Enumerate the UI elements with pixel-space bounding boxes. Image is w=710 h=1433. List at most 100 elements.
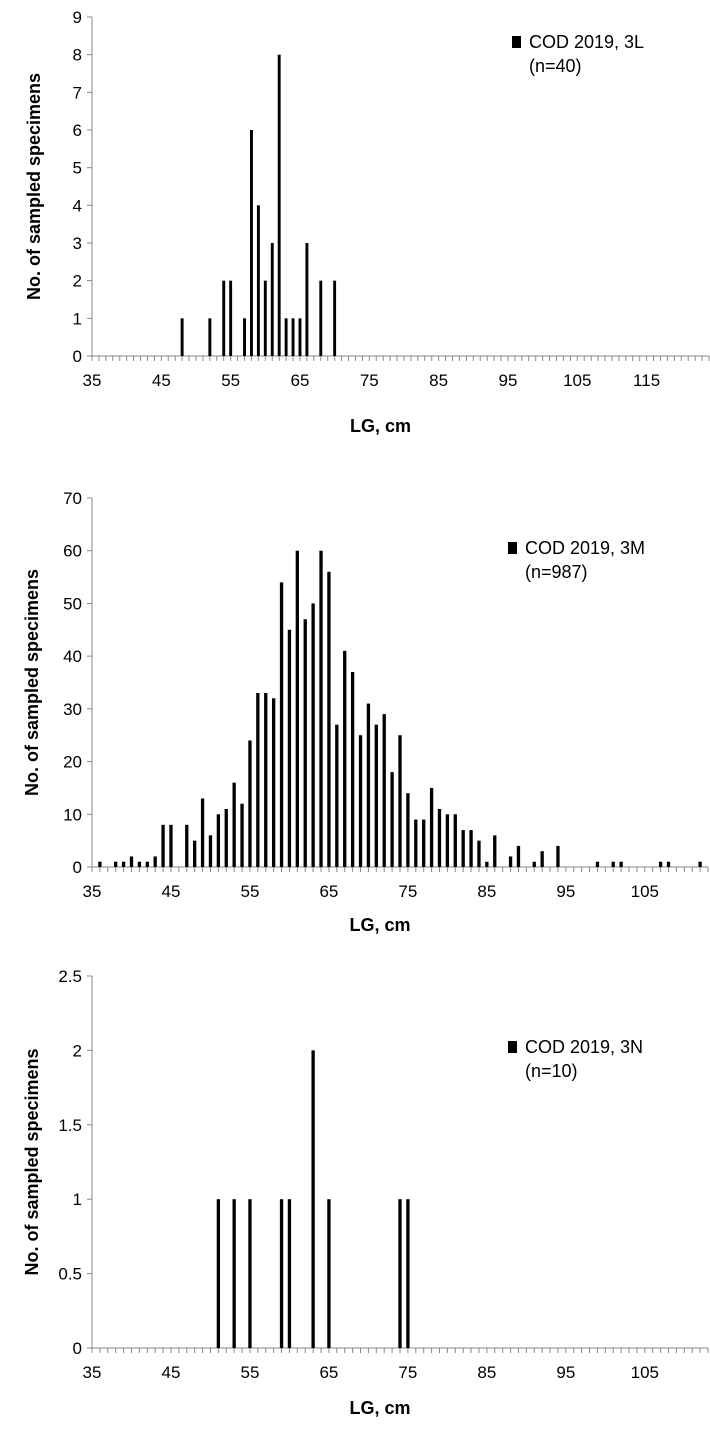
x-tick-label: 105 <box>631 1363 659 1382</box>
x-tick-label: 95 <box>498 371 517 390</box>
bar <box>279 1199 284 1348</box>
y-tick-label: 0 <box>73 347 82 366</box>
bar <box>208 318 212 356</box>
bar <box>153 856 157 867</box>
bar <box>240 803 244 867</box>
x-tick-label: 65 <box>319 1363 338 1382</box>
bar <box>422 819 426 867</box>
x-tick-label: 85 <box>477 1363 496 1382</box>
bar <box>333 280 337 356</box>
legend-label: COD 2019, 3L <box>529 32 644 52</box>
bar <box>185 824 189 867</box>
bar <box>311 1050 315 1348</box>
bar <box>493 835 497 867</box>
y-tick-label: 40 <box>63 647 82 666</box>
bar <box>169 824 173 867</box>
bar <box>193 840 197 867</box>
x-tick-label: 65 <box>319 882 338 901</box>
bar <box>216 1199 221 1348</box>
bar <box>224 809 228 867</box>
bar <box>453 814 457 867</box>
y-tick-label: 0.5 <box>58 1265 82 1284</box>
x-tick-label: 105 <box>563 371 591 390</box>
x-tick-label: 75 <box>398 1363 417 1382</box>
x-tick-label: 65 <box>291 371 310 390</box>
y-tick-label: 50 <box>63 594 82 613</box>
bar <box>374 724 378 867</box>
x-tick-label: 105 <box>631 882 659 901</box>
bar <box>666 861 671 867</box>
legend-swatch <box>508 1041 517 1053</box>
bar <box>469 830 473 867</box>
bar <box>256 205 260 356</box>
bar <box>406 793 410 867</box>
bar <box>222 280 226 356</box>
bar <box>98 861 102 867</box>
y-tick-label: 9 <box>73 8 82 27</box>
bar <box>263 280 267 356</box>
bar <box>200 798 205 867</box>
bar <box>556 845 560 867</box>
bar <box>284 318 288 356</box>
bar <box>406 1199 410 1348</box>
bar <box>287 629 292 867</box>
y-tick-label: 10 <box>63 805 82 824</box>
bar <box>137 861 142 867</box>
y-tick-label: 4 <box>73 196 82 215</box>
bar <box>305 243 309 356</box>
legend-note: (n=987) <box>525 562 588 582</box>
y-tick-label: 1 <box>73 309 82 328</box>
x-axis-title: LG, cm <box>350 416 411 436</box>
y-tick-label: 30 <box>63 700 82 719</box>
x-tick-label: 55 <box>240 1363 259 1382</box>
bar <box>279 582 284 867</box>
bar <box>437 809 442 867</box>
bar <box>540 851 544 867</box>
bar <box>277 54 281 357</box>
bar <box>698 861 702 867</box>
bar <box>249 130 253 356</box>
x-tick-label: 35 <box>83 1363 102 1382</box>
y-tick-label: 5 <box>73 159 82 178</box>
legend-label: COD 2019, 3N <box>525 1037 643 1057</box>
y-axis-title: No. of sampled specimens <box>22 569 42 796</box>
x-tick-label: 45 <box>162 1363 181 1382</box>
y-axis-title: No. of sampled specimens <box>22 1048 42 1275</box>
y-axis-title: No. of sampled specimens <box>24 73 44 300</box>
bar <box>398 1199 402 1348</box>
chart-3L-panel: 0 1 2 3 4 5 6 7 8 9 35 45 55 65 75 85 95 105 115 LG, cm No. … <box>0 0 710 470</box>
bar <box>287 1199 292 1348</box>
chart-3M: 0 10 20 30 40 50 60 70 35 45 55 65 75 85 95 105 LG, cm No… <box>22 489 709 935</box>
y-tick-label: 2.5 <box>58 967 82 986</box>
bar <box>271 698 276 867</box>
y-tick-label: 8 <box>73 46 82 65</box>
y-tick-label: 0 <box>73 858 82 877</box>
bar <box>516 845 521 867</box>
bar <box>343 650 347 867</box>
bar <box>295 550 299 867</box>
x-tick-label: 75 <box>360 371 379 390</box>
y-tick-label: 70 <box>63 489 82 508</box>
legend-note: (n=40) <box>529 56 582 76</box>
legend-note: (n=10) <box>525 1061 578 1081</box>
bar <box>619 861 623 867</box>
bar <box>319 280 323 356</box>
bar <box>161 824 165 867</box>
x-tick-label: 85 <box>429 371 448 390</box>
chart-3N-panel: 0 0.5 1 1.5 2 2.5 35 45 55 65 75 85 95 105 LG, cm No. o… <box>0 950 710 1433</box>
x-tick-label: 45 <box>162 882 181 901</box>
chart-3M-panel: 0 10 20 30 40 50 60 70 35 45 55 65 75 85 95 105 LG, cm No… <box>0 470 710 950</box>
bar <box>229 280 233 356</box>
x-axis-title: LG, cm <box>349 915 410 935</box>
bar <box>358 735 363 867</box>
y-tick-label: 2 <box>73 1041 82 1060</box>
bar <box>216 814 221 867</box>
y-tick-label: 60 <box>63 542 82 561</box>
bar <box>145 861 149 867</box>
bar <box>366 703 371 867</box>
bar <box>264 693 268 867</box>
bar <box>129 856 134 867</box>
x-axis-title: LG, cm <box>349 1398 410 1418</box>
bar <box>319 550 323 867</box>
bar <box>382 714 386 867</box>
